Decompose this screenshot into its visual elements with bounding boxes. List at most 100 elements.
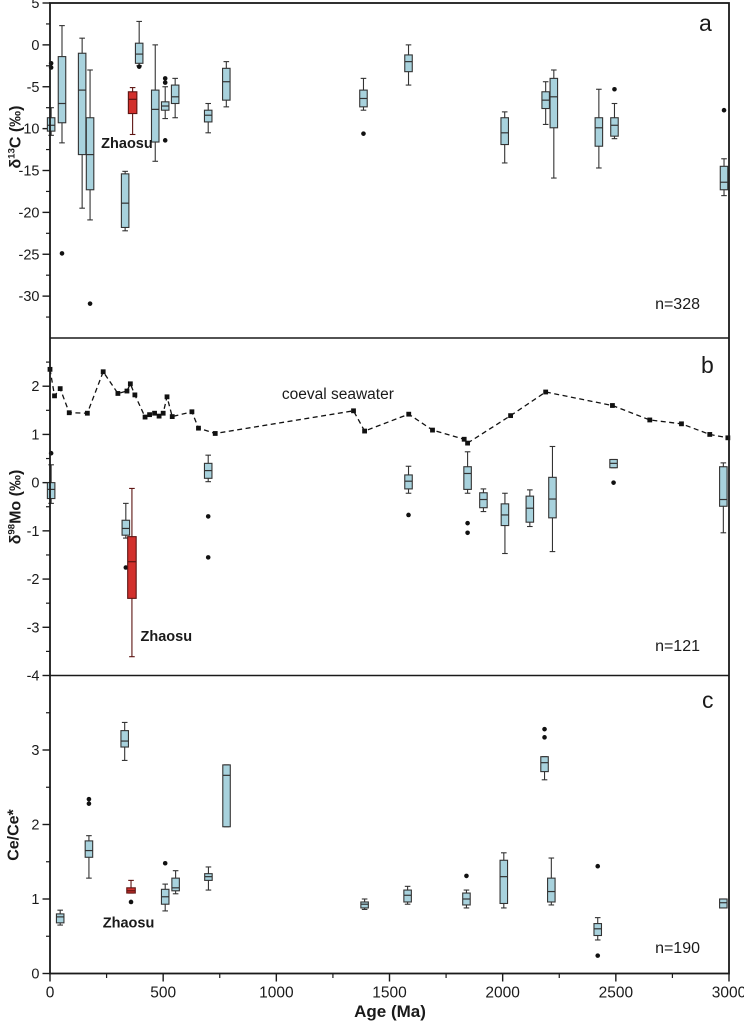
- y-tick-label: 0: [31, 476, 39, 492]
- seawater-marker: [169, 414, 175, 419]
- y-title-a-main: C (‰): [7, 105, 25, 149]
- box: [499, 859, 509, 905]
- y-title-b-delta: δ: [7, 534, 25, 545]
- box: [404, 474, 413, 490]
- seawater-marker: [707, 432, 713, 437]
- seawater-marker: [406, 411, 412, 417]
- box: [55, 913, 65, 924]
- sample-count-c: n=190: [655, 940, 700, 957]
- box: [120, 173, 130, 229]
- y-tick-label: 0: [31, 38, 39, 54]
- seawater-marker: [66, 410, 72, 416]
- x-tick-label: 3000: [712, 985, 744, 1002]
- outlier-dot: [136, 64, 142, 69]
- panel-letter-a: a: [699, 10, 712, 36]
- y-tick-label: -20: [19, 205, 40, 221]
- seawater-marker: [543, 389, 549, 395]
- y-tick-label: 3: [31, 743, 39, 759]
- x-tick-label: 0: [46, 985, 55, 1002]
- outlier-dot: [361, 131, 366, 136]
- outlier-dot: [128, 899, 134, 905]
- outlier-dot: [595, 863, 601, 869]
- seawater-marker: [84, 410, 90, 416]
- outlier-dot: [542, 726, 547, 732]
- y-tick-label: -3: [27, 620, 40, 636]
- box: [540, 756, 549, 773]
- y-tick-label: -15: [19, 164, 40, 180]
- box: [594, 117, 604, 147]
- y-title-b-main: Mo (‰): [7, 469, 25, 524]
- outlier-dot: [123, 565, 129, 570]
- x-axis-title: Age (Ma): [354, 1002, 426, 1021]
- outlier-dot: [406, 512, 411, 518]
- y-tick-label: 1: [31, 892, 39, 908]
- box: [548, 476, 557, 519]
- x-tick-label: 1500: [372, 985, 407, 1002]
- y-title-c-main: Ce/Ce*: [5, 809, 23, 861]
- box: [549, 77, 559, 129]
- box: [222, 764, 231, 828]
- outlier-dot: [205, 514, 211, 519]
- seawater-marker: [52, 393, 57, 399]
- seawater-marker: [465, 440, 470, 446]
- box: [170, 84, 180, 105]
- outlier-dot: [162, 80, 168, 85]
- box: [547, 877, 556, 903]
- seawater-marker: [351, 408, 356, 414]
- zhaosu-annotation: Zhaosu: [141, 629, 193, 645]
- seawater-marker: [142, 414, 148, 420]
- outlier-dot: [465, 520, 470, 526]
- y-tick-label: -25: [19, 247, 40, 263]
- outlier-dot: [595, 953, 601, 958]
- box: [85, 117, 95, 191]
- seawater-marker: [127, 381, 133, 387]
- y-tick-label: -30: [19, 289, 40, 305]
- seawater-marker: [610, 403, 615, 408]
- outlier-dot: [465, 530, 470, 536]
- box: [719, 165, 729, 191]
- outlier-dot: [162, 860, 168, 866]
- box: [479, 492, 488, 509]
- outlier-dot: [86, 801, 92, 806]
- seawater-marker: [508, 413, 513, 419]
- box: [719, 466, 728, 507]
- outlier-dot: [87, 301, 93, 306]
- box: [203, 109, 213, 123]
- box: [404, 54, 413, 73]
- y-tick-label: 5: [31, 0, 39, 12]
- x-tick-label: 2500: [599, 985, 634, 1002]
- outlier-dot: [542, 735, 547, 740]
- box: [525, 495, 535, 523]
- zhaosu-annotation: Zhaosu: [103, 915, 155, 931]
- zhaosu-box: [127, 91, 138, 115]
- box: [171, 877, 180, 892]
- y-tick-label: 0: [31, 967, 39, 983]
- outlier-dot: [59, 251, 65, 256]
- seawater-marker: [100, 369, 106, 375]
- seawater-marker: [132, 392, 138, 398]
- outlier-dot: [205, 555, 211, 560]
- outlier-dot: [162, 138, 168, 143]
- box: [360, 901, 369, 909]
- seawater-marker: [430, 427, 435, 433]
- box: [84, 840, 94, 858]
- x-tick-label: 500: [150, 985, 176, 1002]
- box: [46, 117, 56, 132]
- outlier-dot: [162, 76, 168, 81]
- seawater-marker: [152, 410, 157, 416]
- box: [134, 42, 144, 64]
- y-tick-label: 2: [31, 379, 39, 395]
- y-tick-label: -10: [19, 122, 40, 138]
- sample-count-b: n=121: [655, 638, 700, 655]
- seawater-marker: [189, 409, 195, 415]
- seawater-marker: [362, 428, 368, 434]
- y-tick-label: -4: [27, 669, 40, 685]
- y-axis-title-b: δ98Mo (‰): [6, 470, 25, 545]
- x-tick-label: 2000: [485, 985, 520, 1002]
- seawater-marker: [647, 417, 653, 423]
- x-tick-label: 1000: [259, 985, 294, 1002]
- seawater-marker: [679, 421, 684, 427]
- box: [610, 117, 619, 137]
- y-tick-label: -2: [27, 572, 40, 588]
- y-tick-label: -5: [27, 80, 40, 96]
